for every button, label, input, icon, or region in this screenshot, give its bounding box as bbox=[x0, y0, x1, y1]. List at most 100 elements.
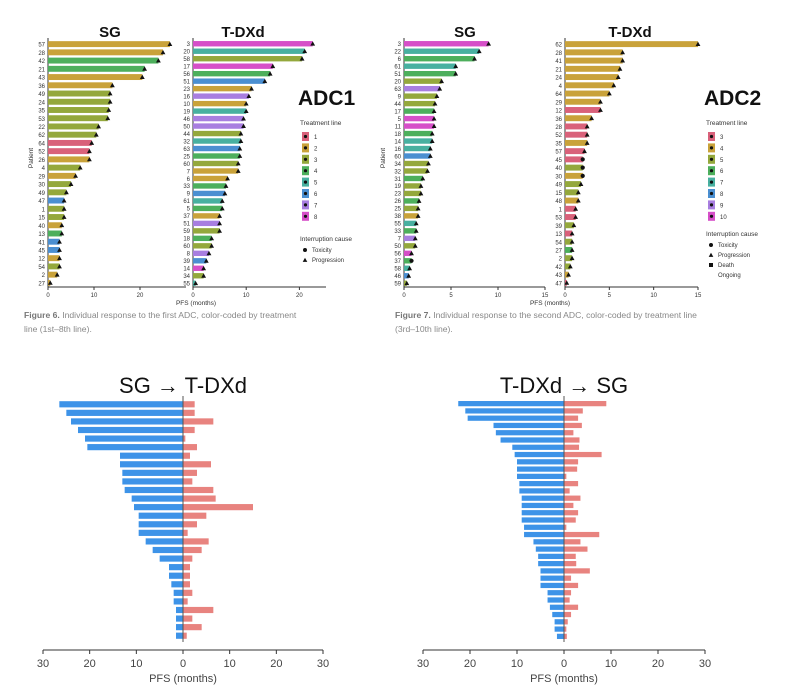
sg-to-tdxd-left-bar bbox=[134, 504, 183, 511]
sg-to-tdxd-x-tick-label: 30 bbox=[37, 658, 49, 670]
sg-to-tdxd-right-bar bbox=[183, 521, 197, 528]
adc1-sg-bar bbox=[48, 214, 65, 220]
adc2-sg-x-tick-label: 0 bbox=[402, 293, 406, 299]
adc1-tdxd-bar bbox=[193, 183, 226, 189]
adc1-tdxd-progression-marker bbox=[219, 198, 225, 203]
adc1-tdxd-progression-marker bbox=[237, 153, 243, 158]
adc2-tdxd-x-tick-label: 0 bbox=[563, 293, 567, 299]
adc2-sg-patient-label: 23 bbox=[394, 192, 401, 198]
fig6-caption-line2: line (1st–8th line). bbox=[24, 324, 92, 334]
adc1-sg-progression-marker bbox=[107, 99, 113, 104]
tdxd-to-sg-left-bar bbox=[556, 633, 564, 639]
adc2-tdxd-patient-label: 53 bbox=[555, 216, 562, 222]
adc1-tdxd-progression-marker bbox=[201, 273, 207, 278]
tdxd-to-sg-right-bar bbox=[564, 459, 579, 465]
adc2-tdxd-toxicity-marker bbox=[580, 157, 585, 162]
adc2-sg-bar bbox=[404, 265, 410, 271]
sg-to-tdxd-left-bar bbox=[131, 495, 183, 502]
adc2-tdxd-bar bbox=[565, 164, 583, 171]
adc2-legend-cause-item: Progression bbox=[718, 253, 750, 259]
adc2-tdxd-progression-marker bbox=[617, 66, 623, 71]
adc1-sg-patient-label: 45 bbox=[38, 249, 45, 255]
adc1-legend-swatch-dot bbox=[303, 191, 308, 196]
tdxd-to-sg-right-bar bbox=[564, 561, 577, 567]
tdxd-to-sg-left-bar bbox=[458, 401, 564, 407]
adc2-tdxd-patient-label: 52 bbox=[555, 133, 562, 139]
sg-to-tdxd-right-bar bbox=[183, 538, 209, 545]
sg-to-tdxd-left-bar bbox=[120, 452, 183, 459]
tdxd-to-sg-x-tick-label: 10 bbox=[511, 658, 523, 670]
adc2-tdxd-progression-marker bbox=[573, 206, 579, 211]
sg-to-tdxd-left-bar bbox=[176, 624, 183, 631]
adc2-sg-bar bbox=[404, 145, 431, 152]
tdxd-to-sg-right-bar bbox=[564, 590, 572, 596]
adc1-sg-bar bbox=[48, 49, 163, 56]
tdxd-to-sg-left-bar bbox=[524, 524, 564, 530]
adc1-legend-swatch-dot bbox=[303, 146, 308, 150]
adc2-tdxd-progression-marker bbox=[569, 231, 575, 236]
adc2-tdxd-progression-marker bbox=[569, 255, 575, 261]
adc2-sg-patient-label: 63 bbox=[394, 87, 401, 93]
adc1-tdxd-bar bbox=[193, 265, 204, 271]
adc2-legend-cause-item: Death bbox=[718, 263, 734, 269]
adc2-sg-patient-label: 32 bbox=[394, 169, 401, 175]
adc1-tdxd-progression-marker bbox=[201, 265, 207, 271]
adc1-tdxd-bar bbox=[193, 235, 212, 242]
adc1-tdxd-bar bbox=[193, 168, 239, 174]
adc1-sg-bar bbox=[48, 65, 145, 72]
adc2-legend-item: 6 bbox=[720, 169, 724, 175]
sg-to-tdxd-left-bar bbox=[171, 581, 183, 588]
adc1-tdxd-progression-marker bbox=[241, 123, 246, 128]
adc2-legend-treatment-title: Treatment line bbox=[706, 120, 748, 127]
tdxd-to-sg-right-bar bbox=[564, 619, 568, 625]
adc1-tdxd-bar bbox=[193, 175, 228, 182]
fig6-caption-text: Individual response to the first ADC, co… bbox=[60, 310, 297, 320]
adc2-tdxd-toxicity-marker bbox=[580, 165, 585, 170]
fig7-caption-line2: (3rd–10th line). bbox=[395, 324, 453, 334]
adc2-sg-progression-marker bbox=[412, 235, 418, 241]
adc1-sg-progression-marker bbox=[64, 189, 69, 195]
adc2-tdxd-bar bbox=[565, 49, 623, 56]
adc1-sg-progression-marker bbox=[61, 206, 67, 211]
tdxd-to-sg-left-bar bbox=[465, 408, 564, 414]
adc1-sg-bar bbox=[48, 123, 99, 130]
adc2-tdxd-patient-label: 28 bbox=[555, 51, 562, 57]
adc1-sg-progression-marker bbox=[142, 66, 147, 71]
adc2-tdxd-progression-marker bbox=[571, 222, 577, 228]
adc1-sg-bar bbox=[48, 164, 81, 171]
adc1-sg-progression-marker bbox=[77, 165, 83, 170]
adc1-sg-patient-label: 27 bbox=[38, 281, 45, 287]
tdxd-to-sg-x-tick-label: 20 bbox=[464, 658, 476, 670]
adc2-tdxd-patient-label: 43 bbox=[555, 273, 562, 279]
tdxd-to-sg-right-bar bbox=[564, 568, 590, 574]
adc1-sg-patient-label: 40 bbox=[38, 224, 45, 230]
adc1-sg-bar bbox=[48, 148, 90, 155]
sg-to-tdxd-right-bar bbox=[183, 589, 193, 596]
adc2-sg-progression-marker bbox=[420, 176, 426, 181]
adc2-legend-swatch-dot bbox=[709, 169, 714, 173]
sg-to-tdxd-x-axis-label: PFS (months) bbox=[149, 673, 217, 685]
sg-to-tdxd-left-bar bbox=[85, 435, 183, 442]
sg-to-tdxd-right-bar bbox=[183, 632, 187, 639]
adc2-sg-progression-marker bbox=[453, 71, 459, 76]
sg-to-tdxd-left-bar bbox=[124, 486, 183, 494]
tdxd-to-sg-left-bar bbox=[493, 422, 564, 429]
tdxd-to-sg-right-bar bbox=[564, 597, 570, 603]
adc1-sg-bar bbox=[48, 172, 76, 179]
adc1-legend-swatch-dot bbox=[303, 134, 308, 139]
adc2-sg-bar bbox=[404, 85, 440, 92]
adc1-sg-progression-marker bbox=[87, 156, 92, 162]
adc1-sg-progression-marker bbox=[47, 280, 53, 285]
adc2-tdxd-bar bbox=[565, 115, 592, 122]
adc2-tdxd-patient-label: 39 bbox=[555, 224, 562, 230]
adc1-legend-cause-item: Toxicity bbox=[312, 248, 332, 254]
adc1-legend-item: 7 bbox=[314, 203, 318, 209]
adc1-sg-patient-label: 26 bbox=[38, 158, 45, 164]
sg-to-tdxd-right-bar bbox=[183, 555, 193, 562]
adc1-sg-progression-marker bbox=[110, 82, 115, 88]
adc2-legend-item: 10 bbox=[720, 215, 727, 221]
adc2-tdxd-patient-label: 48 bbox=[555, 199, 562, 205]
adc2-sg-patient-label: 60 bbox=[394, 154, 401, 160]
adc2-sg-progression-marker bbox=[427, 146, 433, 151]
sg-to-tdxd-left-bar bbox=[71, 418, 183, 425]
